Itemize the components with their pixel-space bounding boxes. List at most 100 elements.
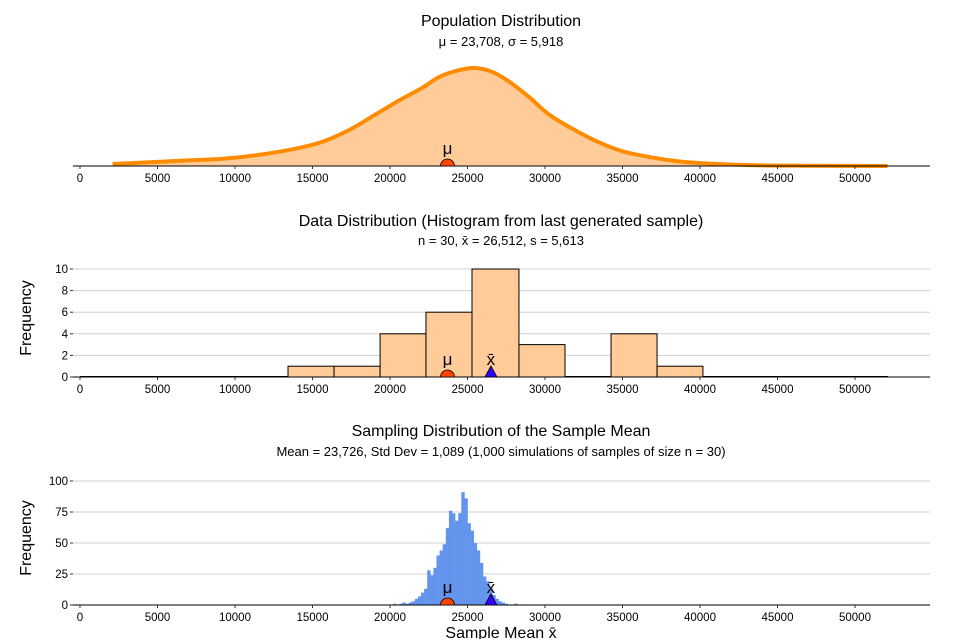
- x-tick-label: 45000: [762, 173, 794, 185]
- sampling-bar: [458, 513, 462, 605]
- mu-marker: [440, 597, 455, 606]
- sampling-bar: [470, 530, 474, 605]
- x-tick-label: 40000: [684, 173, 716, 185]
- sampling-bar: [464, 498, 468, 605]
- marker-label: μ: [443, 350, 453, 369]
- y-tick-label: 0: [62, 372, 68, 384]
- sampling-bar: [408, 602, 412, 605]
- y-tick-label: 100: [49, 476, 68, 488]
- y-tick-label: 6: [62, 307, 68, 319]
- marker-label: μ: [443, 139, 453, 158]
- population-area: [112, 67, 888, 166]
- sampling-bar: [411, 601, 416, 605]
- y-tick-label: 0: [62, 600, 68, 612]
- mu-marker: [440, 369, 455, 378]
- x-tick-label: 15000: [297, 384, 329, 396]
- sampling-bar: [461, 492, 465, 605]
- y-tick-label: 8: [62, 286, 68, 298]
- x-tick-label: 0: [77, 612, 83, 624]
- mu-marker: [440, 158, 455, 167]
- sampling-bar: [445, 528, 450, 605]
- marker-label: x̄: [487, 350, 496, 369]
- sampling-bar: [442, 544, 447, 605]
- sampling-xlabel: Sample Mean x̄: [445, 625, 556, 639]
- sampling-bar: [417, 596, 422, 605]
- sampling-bar: [473, 543, 478, 605]
- sampling-bar: [399, 603, 403, 605]
- x-tick-label: 45000: [762, 612, 794, 624]
- x-tick-label: 5000: [145, 384, 171, 396]
- sampling-bar: [486, 581, 490, 605]
- sampling-subtitle: Mean = 23,726, Std Dev = 1,089 (1,000 si…: [276, 444, 725, 459]
- population-curve: [112, 65, 888, 168]
- x-tick-label: 30000: [529, 173, 561, 185]
- sampling-bar: [421, 592, 425, 605]
- x-tick-label: 35000: [607, 612, 639, 624]
- histogram-bar: [610, 333, 658, 378]
- sampling-bar: [479, 562, 484, 605]
- x-tick-label: 35000: [607, 173, 639, 185]
- sampling-bar: [436, 555, 440, 605]
- data-hist-subtitle: n = 30, x̄ = 26,512, s = 5,613: [418, 233, 584, 248]
- sampling-bar: [514, 603, 518, 605]
- x-tick-label: 15000: [297, 612, 329, 624]
- x-tick-label: 35000: [607, 384, 639, 396]
- y-tick-label: 75: [55, 507, 68, 519]
- x-tick-label: 10000: [219, 612, 251, 624]
- histogram-bar: [656, 365, 704, 378]
- data-hist-ylabel: Frequency: [18, 280, 35, 356]
- x-tick-label: 25000: [452, 173, 484, 185]
- sampling-bar: [433, 567, 437, 605]
- sampling-title: Sampling Distribution of the Sample Mean: [352, 423, 651, 440]
- sampling-bar: [495, 598, 499, 605]
- histogram-bar: [471, 268, 520, 378]
- x-tick-label: 25000: [452, 384, 484, 396]
- sampling-bar: [414, 598, 419, 605]
- sampling-bar: [430, 575, 434, 605]
- x-tick-label: 0: [77, 173, 83, 185]
- x-tick-label: 5000: [145, 612, 171, 624]
- sampling-bar: [501, 602, 505, 605]
- x-tick-label: 40000: [684, 612, 716, 624]
- sampling-bar: [439, 550, 443, 605]
- x-tick-label: 30000: [529, 612, 561, 624]
- x-tick-label: 15000: [297, 173, 329, 185]
- xbar-marker: [484, 365, 498, 378]
- x-tick-label: 50000: [839, 173, 871, 185]
- sampling-ylabel: Frequency: [18, 500, 35, 576]
- x-tick-label: 5000: [145, 173, 171, 185]
- sampling-bar: [483, 576, 487, 605]
- y-tick-label: 50: [55, 538, 68, 550]
- sampling-bar: [402, 602, 406, 605]
- x-tick-label: 0: [77, 384, 83, 396]
- x-tick-label: 45000: [762, 384, 794, 396]
- x-tick-label: 40000: [684, 384, 716, 396]
- sampling-bar: [504, 603, 509, 605]
- histogram-bar: [287, 365, 335, 378]
- x-tick-label: 20000: [374, 173, 406, 185]
- x-tick-label: 25000: [452, 612, 484, 624]
- population-subtitle: μ = 23,708, σ = 5,918: [439, 34, 564, 49]
- y-tick-label: 4: [62, 329, 69, 341]
- y-tick-label: 2: [62, 350, 68, 362]
- sampling-bar: [452, 513, 456, 605]
- marker-label: μ: [443, 578, 453, 597]
- sampling-bar: [476, 550, 481, 605]
- x-tick-label: 20000: [374, 384, 406, 396]
- population-title: Population Distribution: [421, 13, 581, 30]
- sampling-bar: [467, 523, 471, 605]
- sampling-bar: [498, 601, 502, 605]
- x-tick-label: 10000: [219, 384, 251, 396]
- sampling-bar: [405, 603, 409, 605]
- sampling-bar: [455, 520, 459, 605]
- x-tick-label: 30000: [529, 384, 561, 396]
- xbar-marker: [484, 593, 498, 606]
- sampling-bar: [427, 570, 431, 605]
- y-tick-label: 25: [55, 569, 68, 581]
- x-tick-label: 50000: [839, 384, 871, 396]
- x-tick-label: 20000: [374, 612, 406, 624]
- histogram-bar: [333, 365, 381, 378]
- histogram-bar: [379, 333, 427, 378]
- sampling-bar: [448, 510, 453, 605]
